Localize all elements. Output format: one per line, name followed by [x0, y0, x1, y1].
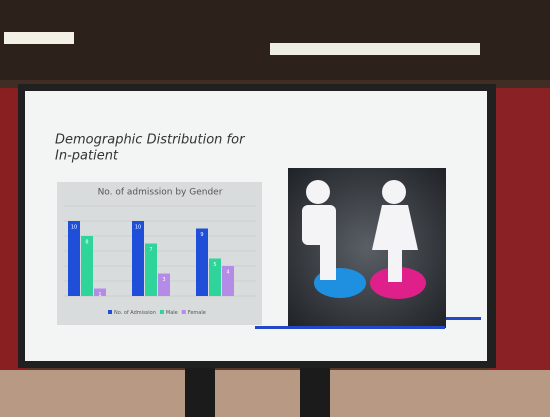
accent-line	[255, 326, 445, 329]
stand	[300, 360, 330, 417]
data-label: 1	[98, 292, 101, 298]
bar	[132, 221, 144, 296]
legend-label: Male	[166, 310, 178, 316]
curtain	[490, 88, 550, 388]
photo: Demographic Distribution for In-patient …	[0, 0, 550, 417]
data-label: 5	[213, 262, 216, 268]
floor	[0, 370, 550, 417]
bar	[68, 221, 80, 296]
data-label: 3	[162, 277, 165, 283]
ceiling	[0, 0, 550, 80]
legend-swatch	[182, 310, 186, 314]
accent-line	[446, 317, 481, 320]
data-label: 10	[71, 225, 77, 231]
data-label: 10	[135, 225, 141, 231]
data-label: 4	[226, 270, 229, 276]
slide-title: In-patient	[55, 149, 119, 164]
bar	[196, 229, 208, 297]
chart-title: No. of admission by Gender	[98, 188, 223, 198]
legend-label: No. of Admission	[114, 310, 156, 316]
ceiling-light	[270, 43, 480, 55]
legend-label: Female	[188, 310, 206, 316]
ceiling-light	[4, 32, 74, 44]
data-label: 8	[85, 240, 88, 246]
slide-title: Demographic Distribution for	[55, 133, 246, 148]
legend-swatch	[108, 310, 112, 314]
page: Demographic Distribution for In-patient …	[0, 0, 550, 417]
legend-swatch	[160, 310, 164, 314]
data-label: 7	[149, 247, 152, 253]
stand	[185, 360, 215, 417]
data-label: 9	[200, 232, 203, 238]
